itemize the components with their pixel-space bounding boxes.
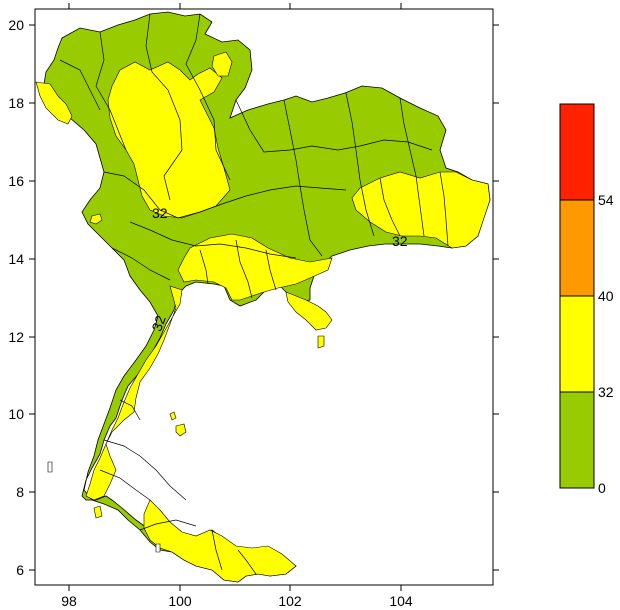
legend-label: 40 <box>598 288 614 304</box>
islands <box>47 335 325 553</box>
border-line <box>211 529 223 571</box>
y-tick-label: 16 <box>8 173 24 189</box>
y-tick-label: 18 <box>8 95 24 111</box>
border-line <box>119 399 141 421</box>
x-tick-label: 104 <box>389 593 413 609</box>
legend-label: 54 <box>598 192 614 208</box>
x-tick-label: 98 <box>61 593 77 609</box>
contour-label: 32 <box>392 233 408 249</box>
northwest-yellow-zone <box>35 81 73 125</box>
border-line <box>439 171 449 247</box>
land-mid-zone <box>35 51 491 583</box>
island <box>155 543 161 553</box>
y-tick-label: 8 <box>16 484 24 500</box>
west-yellow-lake <box>89 213 103 225</box>
border-line <box>199 249 209 285</box>
east-coast-yellow-zone <box>285 291 333 331</box>
border-line <box>95 31 127 151</box>
y-tick-label: 20 <box>8 17 24 33</box>
legend-bin-0-32 <box>559 391 595 489</box>
border-line <box>139 519 197 531</box>
border-line <box>235 99 433 153</box>
border-line <box>99 469 151 501</box>
legend-colorbar <box>559 103 595 489</box>
province-borders <box>59 13 449 575</box>
y-tick-label: 14 <box>8 251 24 267</box>
border-line <box>129 221 297 259</box>
legend-bin-32-40 <box>559 295 595 393</box>
central-yellow-zone <box>177 233 333 301</box>
border-line <box>185 13 231 181</box>
legend-label: 32 <box>598 384 614 400</box>
island <box>169 411 177 421</box>
y-tick-label: 6 <box>16 562 24 578</box>
border-line <box>235 239 253 299</box>
border-line <box>379 177 401 237</box>
border-line <box>145 13 183 201</box>
peninsula-yellow-zone <box>85 285 183 501</box>
border-line <box>345 92 375 237</box>
border-line <box>111 247 171 281</box>
border-line <box>399 97 425 237</box>
contour-label: 32 <box>152 205 168 221</box>
x-tick-label: 102 <box>278 593 302 609</box>
island <box>93 505 103 519</box>
y-axis <box>29 24 499 571</box>
northeast-yellow-zone <box>351 171 491 249</box>
border-line <box>265 249 277 291</box>
legend-label: 0 <box>598 480 606 496</box>
y-tick-label: 12 <box>8 329 24 345</box>
border-line <box>103 439 187 501</box>
south-yellow-zone <box>143 499 297 583</box>
border-line <box>237 549 257 575</box>
north-yellow-spot <box>211 51 233 77</box>
contour-label: 32 <box>148 313 168 333</box>
island <box>175 423 187 437</box>
north-yellow-zone <box>107 61 231 219</box>
legend-bin-54-up <box>559 103 595 201</box>
x-tick-label: 100 <box>168 593 192 609</box>
x-axis <box>68 3 402 591</box>
legend-bin-40-54 <box>559 199 595 297</box>
border-line <box>283 99 323 257</box>
island <box>47 461 53 473</box>
y-tick-label: 10 <box>8 406 24 422</box>
island <box>317 335 325 349</box>
border-line <box>59 59 101 111</box>
